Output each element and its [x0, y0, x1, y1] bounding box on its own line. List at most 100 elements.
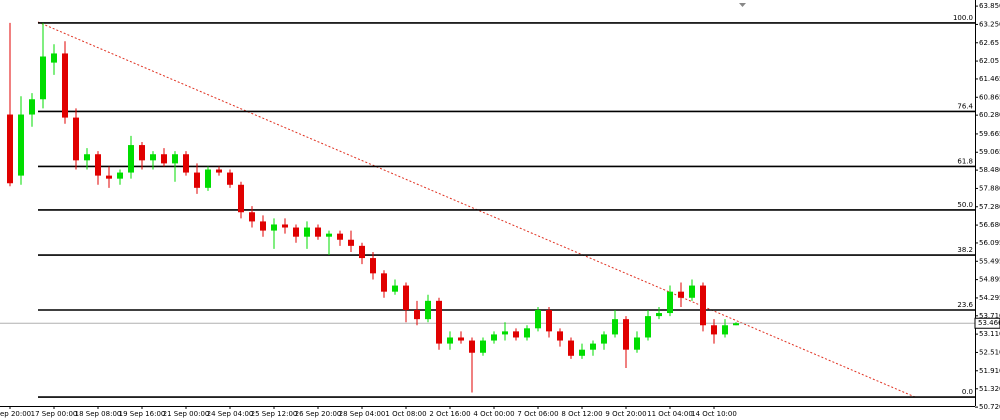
- candle-body: [436, 300, 442, 344]
- x-tick-label: 28 Sep 04:00: [339, 410, 386, 418]
- candle-body: [557, 331, 563, 341]
- candle-body: [381, 273, 387, 292]
- x-tick-label: 18 Sep 08:00: [75, 410, 122, 418]
- x-tick-label: 26 Sep 20:00: [295, 410, 342, 418]
- candle-body: [293, 227, 299, 237]
- candle-body: [579, 349, 585, 356]
- candle-body: [161, 154, 167, 164]
- x-tick-label: 25 Sep 12:00: [251, 410, 298, 418]
- x-tick-label: 8 Oct 12:00: [561, 410, 602, 418]
- candle-body: [656, 313, 662, 317]
- candle-body: [51, 53, 57, 63]
- y-tick-label: 50.720: [979, 403, 1000, 411]
- candle-body: [172, 154, 178, 164]
- candle-body: [546, 309, 552, 332]
- y-tick-label: 62.65: [979, 39, 999, 47]
- x-tick-label: 19 Sep 16:00: [119, 410, 166, 418]
- candle-body: [238, 184, 244, 213]
- candle-body: [667, 291, 673, 314]
- x-tick-label: 11 Oct 04:00: [647, 410, 693, 418]
- y-tick-label: 63.250: [979, 20, 1000, 28]
- y-tick-label: 54.295: [979, 294, 1000, 302]
- candle-body: [722, 325, 728, 335]
- fib-level-label: 100.0: [953, 14, 973, 22]
- candle-body: [414, 309, 420, 320]
- candle-body: [447, 337, 453, 344]
- candle-body: [117, 172, 123, 179]
- x-tick-label: 2 Oct 16:00: [429, 410, 470, 418]
- y-tick-label: 60.280: [979, 111, 1000, 119]
- candle-body: [645, 316, 651, 338]
- candle-body: [271, 224, 277, 231]
- y-tick-label: 58.480: [979, 166, 1000, 174]
- fib-level-label: 0.0: [962, 388, 973, 396]
- candle-body: [348, 239, 354, 246]
- candle-body: [425, 300, 431, 320]
- y-tick-label: 57.280: [979, 203, 1000, 211]
- candle-body: [29, 99, 35, 115]
- x-tick-label: 1 Oct 08:00: [385, 410, 426, 418]
- candle-body: [84, 154, 90, 161]
- x-tick-label: 9 Oct 20:00: [605, 410, 646, 418]
- shift-marker: [739, 3, 746, 7]
- candle-body: [95, 154, 101, 176]
- candle-body: [678, 291, 684, 298]
- x-tick-label: 7 Oct 06:00: [517, 410, 558, 418]
- candle-body: [502, 331, 508, 335]
- candle-body: [106, 175, 112, 179]
- candle-body: [403, 285, 409, 310]
- current-price-label: 53.466: [978, 319, 1000, 327]
- candle-body: [337, 233, 343, 240]
- candle-body: [689, 285, 695, 298]
- y-tick-label: 63.850: [979, 2, 1000, 10]
- y-tick-label: 54.895: [979, 276, 1000, 284]
- x-tick-label: 21 Sep 00:00: [163, 410, 210, 418]
- y-tick-label: 59.065: [979, 148, 1000, 156]
- candle-body: [491, 334, 497, 341]
- x-tick-label: 24 Sep 04:00: [207, 410, 254, 418]
- candle-body: [590, 343, 596, 350]
- candle-body: [183, 154, 189, 173]
- candle-body: [326, 233, 332, 237]
- fib-level-label: 76.4: [957, 102, 973, 110]
- fib-level-label: 23.6: [957, 301, 973, 309]
- y-tick-label: 56.095: [979, 239, 1000, 247]
- candle-body: [7, 114, 13, 184]
- candle-body: [260, 221, 266, 231]
- candle-body: [392, 285, 398, 292]
- candle-body: [205, 169, 211, 188]
- candle-body: [535, 309, 541, 329]
- y-tick-label: 61.465: [979, 75, 1000, 83]
- candle-body: [370, 258, 376, 274]
- candle-body: [315, 227, 321, 237]
- candle-body: [128, 145, 134, 173]
- candle-body: [612, 319, 618, 335]
- candle-body: [18, 114, 24, 176]
- candle-body: [700, 285, 706, 326]
- y-tick-label: 60.865: [979, 93, 1000, 101]
- fib-level-label: 50.0: [957, 201, 973, 209]
- x-tick-label: 17 Sep 00:00: [31, 410, 78, 418]
- candle-body: [304, 227, 310, 237]
- candle-body: [480, 340, 486, 353]
- candle-body: [282, 224, 288, 228]
- candle-body: [139, 145, 145, 161]
- x-tick-label: 4 Oct 00:00: [473, 410, 514, 418]
- candle-body: [601, 334, 607, 344]
- candle-body: [73, 117, 79, 161]
- candle-body: [359, 245, 365, 259]
- y-tick-label: 51.910: [979, 367, 1000, 375]
- y-tick-label: 59.665: [979, 130, 1000, 138]
- candle-body: [194, 172, 200, 188]
- y-tick-label: 52.510: [979, 348, 1000, 356]
- x-tick-label: 6 Sep 20:00: [0, 410, 31, 418]
- y-tick-label: 51.320: [979, 385, 1000, 393]
- candle-body: [733, 323, 739, 326]
- y-tick-label: 62.05: [979, 57, 999, 65]
- candle-body: [469, 340, 475, 353]
- candle-body: [249, 212, 255, 222]
- current-price-box: [974, 317, 1000, 329]
- y-tick-label: 53.110: [979, 330, 1000, 338]
- candle-body: [568, 340, 574, 356]
